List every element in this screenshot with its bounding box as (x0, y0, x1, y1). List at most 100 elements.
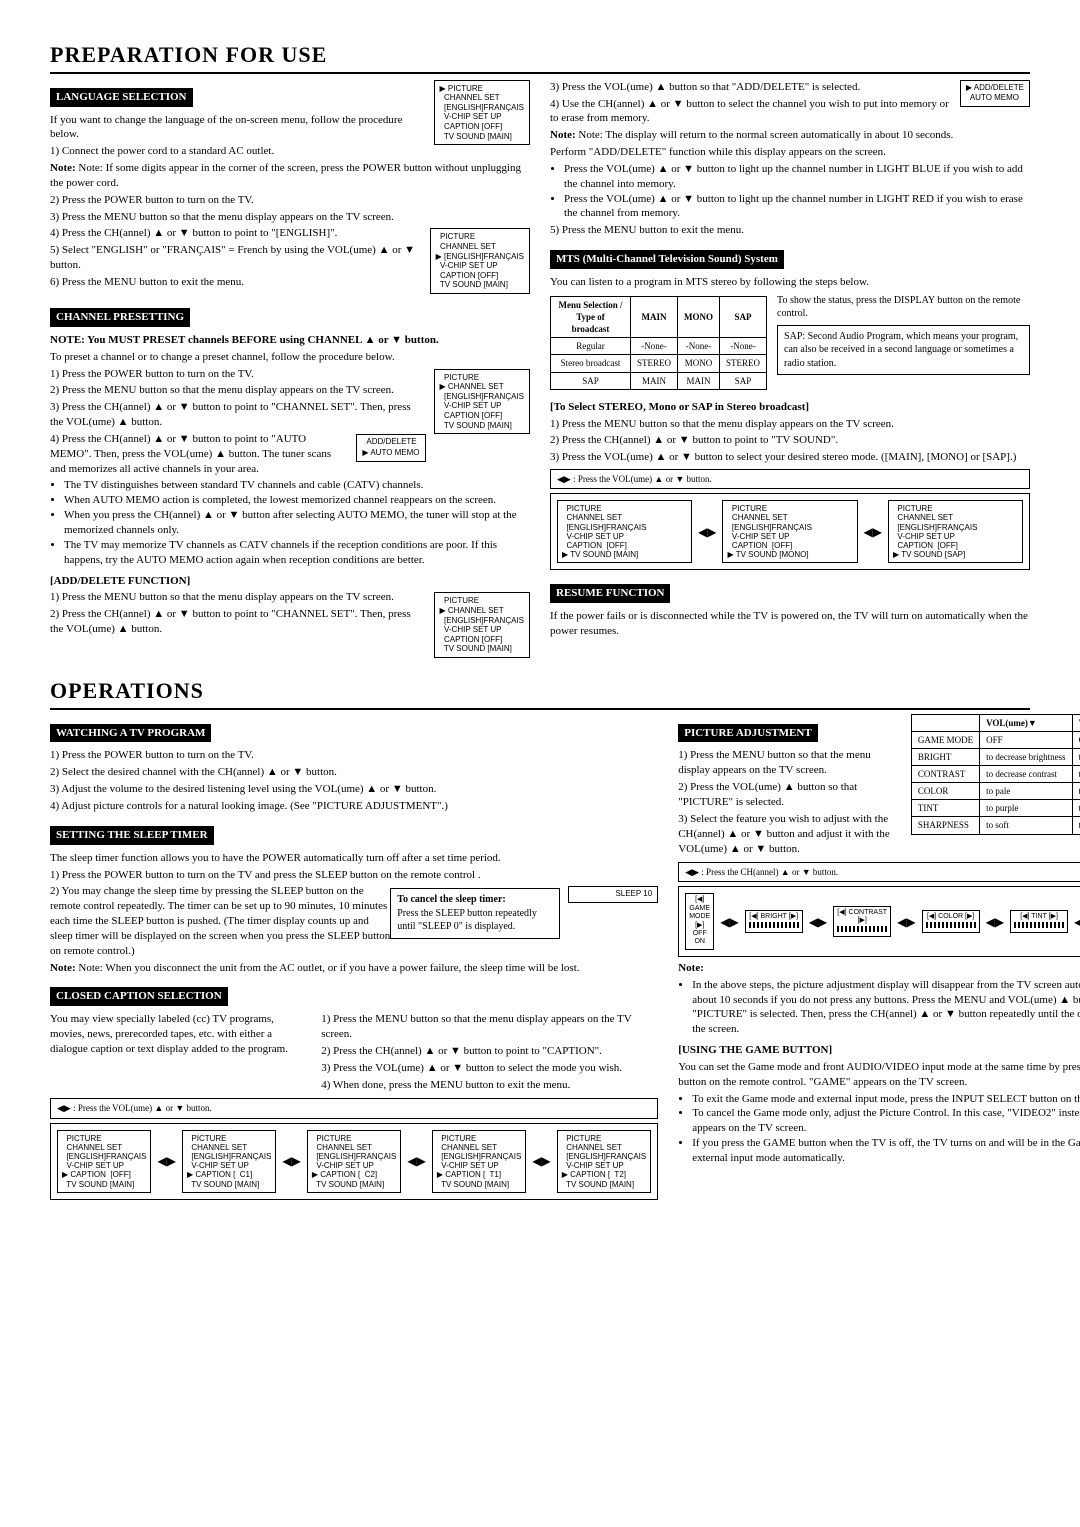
arrow-icon: ◀▶ (986, 916, 1004, 928)
arrow-icon: ◀▶ (809, 916, 827, 928)
pic-c: to increase brightness (1072, 748, 1080, 765)
pic-c: BRIGHT (911, 748, 979, 765)
cap-box-3: PICTURE CHANNEL SET [ENGLISH]FRANÇAIS V-… (432, 1130, 526, 1193)
caption-intro: You may view specially labeled (cc) TV p… (50, 1012, 309, 1057)
sleep-1: 1) Press the POWER button to turn on the… (50, 868, 658, 883)
slider-bar-icon (1014, 922, 1064, 928)
pic-c: CONTRAST (911, 766, 979, 783)
cap-r3: 3) Press the VOL(ume) ▲ or ▼ button to s… (321, 1061, 658, 1076)
slider-label: [◀] CONTRAST [▶] (837, 909, 887, 924)
game-b1: To exit the Game mode and external input… (692, 1092, 1080, 1107)
game-b3: If you press the GAME button when the TV… (692, 1136, 1080, 1166)
adddel-r3: 3) Press the VOL(ume) ▲ button so that "… (550, 80, 1030, 95)
mts-c: STEREO (631, 355, 678, 372)
lang-step-2: 2) Press the POWER button to turn on the… (50, 193, 530, 208)
mts-c: MAIN (678, 372, 720, 389)
picture-strip: ◀▶ : Press the CH(annel) ▲ or ▼ button. (678, 862, 1080, 882)
section-mts: MTS (Multi-Channel Television Sound) Sys… (550, 250, 784, 269)
game-b2: To cancel the Game mode only, adjust the… (692, 1106, 1080, 1136)
slider-2: [◀] CONTRAST [▶] (833, 906, 891, 937)
adddel-b1: Press the VOL(ume) ▲ or ▼ button to ligh… (564, 162, 1030, 192)
mts-c: MONO (678, 355, 720, 372)
pic-note: Note: (678, 961, 1080, 976)
sleep-intro: The sleep timer function allows you to h… (50, 851, 658, 866)
caption-flow: PICTURE CHANNEL SET [ENGLISH]FRANÇAIS V-… (50, 1123, 658, 1200)
adddel-b2: Press the VOL(ume) ▲ or ▼ button to ligh… (564, 192, 1030, 222)
pic-h2: VOL(ume)▲ (1072, 714, 1080, 731)
menu-box-ch-4: ADD/DELETE ▶ AUTO MEMO (356, 434, 425, 462)
slider-4: [◀] TINT [▶] (1010, 910, 1068, 933)
pic-c: SHARPNESS (911, 817, 979, 834)
lang-note: Note: Note: If some digits appear in the… (50, 161, 530, 191)
slider-label: [◀] GAME MODE [▶] OFF ON (689, 896, 710, 945)
cap-box-1: PICTURE CHANNEL SET [ENGLISH]FRANÇAIS V-… (182, 1130, 276, 1193)
arrow-icon: ◀▶ (897, 916, 915, 928)
mts-c: -None- (678, 338, 720, 355)
mts-strip: ◀▶ : Press the VOL(ume) ▲ or ▼ button. (550, 469, 1030, 489)
pic-c: to pale (980, 783, 1072, 800)
title-preparation: PREPARATION FOR USE (50, 40, 1030, 74)
arrow-icon: ◀▶ (720, 916, 738, 928)
pic-note-t: Note: (678, 962, 704, 974)
menu-box-lang-2: PICTURE CHANNEL SET ▶ [ENGLISH]FRANÇAIS … (430, 228, 530, 294)
arrow-icon: ◀▶ (157, 1155, 175, 1167)
sleep-box: SLEEP 10 (568, 886, 658, 903)
mts-h3: SAP (720, 296, 767, 337)
slider-bar-icon (837, 926, 887, 932)
mts-flow: PICTURE CHANNEL SET [ENGLISH]FRANÇAIS V-… (550, 493, 1030, 570)
pic-c: ON (1072, 731, 1080, 748)
ch-bullet-1: The TV distinguishes between standard TV… (64, 478, 530, 493)
section-language: LANGUAGE SELECTION (50, 88, 193, 107)
channel-intro: To preset a channel or to change a prese… (50, 350, 530, 365)
mts-sel-1: 1) Press the MENU button so that the men… (550, 417, 1030, 432)
mts-box-1: PICTURE CHANNEL SET [ENGLISH]FRANÇAIS V-… (557, 500, 692, 563)
pic-c: to brilliant (1072, 783, 1080, 800)
mts-c: SAP (551, 372, 631, 389)
slider-label: [◀] COLOR [▶] (927, 913, 974, 920)
ch-bullet-4: The TV may memorize TV channels as CATV … (64, 538, 530, 568)
pic-c: to decrease contrast (980, 766, 1072, 783)
arrow-icon: ◀▶ (282, 1155, 300, 1167)
lang-step-1: 1) Connect the power cord to a standard … (50, 144, 530, 159)
mts-c: Stereo broadcast (551, 355, 631, 372)
mts-sel-3: 3) Press the VOL(ume) ▲ or ▼ button to s… (550, 450, 1030, 465)
pic-c: to decrease brightness (980, 748, 1072, 765)
mts-h1: MAIN (631, 296, 678, 337)
mts-table: Menu Selection / Type of broadcast MAIN … (550, 296, 767, 390)
caption-strip: ◀▶ : Press the VOL(ume) ▲ or ▼ button. (50, 1098, 658, 1118)
channel-note: NOTE: You MUST PRESET channels BEFORE us… (50, 333, 530, 348)
adddel-rnote: Note: Note: The display will return to t… (550, 128, 1030, 143)
game-title: [USING THE GAME BUTTON] (678, 1043, 1080, 1058)
mts-c: Regular (551, 338, 631, 355)
pic-c: COLOR (911, 783, 979, 800)
slider-label: [◀] BRIGHT [▶] (749, 913, 798, 920)
pic-h0 (911, 714, 979, 731)
arrow-icon: ◀▶ (698, 526, 716, 538)
mts-box-3: PICTURE CHANNEL SET [ENGLISH]FRANÇAIS V-… (888, 500, 1023, 563)
cap-box-0: PICTURE CHANNEL SET [ENGLISH]FRANÇAIS V-… (57, 1130, 151, 1193)
arrow-icon: ◀▶ (1074, 916, 1080, 928)
ch-bullet-2: When AUTO MEMO action is completed, the … (64, 493, 530, 508)
adddel-r4: 4) Use the CH(annel) ▲ or ▼ button to se… (550, 97, 1030, 127)
adddel-5: 5) Press the MENU button to exit the men… (550, 223, 1030, 238)
sleep-note-txt: Note: When you disconnect the unit from … (78, 962, 579, 974)
section-sleep: SETTING THE SLEEP TIMER (50, 826, 214, 845)
cap-r2: 2) Press the CH(annel) ▲ or ▼ button to … (321, 1044, 658, 1059)
ch-bullet-3: When you press the CH(annel) ▲ or ▼ butt… (64, 508, 530, 538)
adddel-rperform: Perform "ADD/DELETE" function while this… (550, 145, 1030, 160)
cap-box-4: PICTURE CHANNEL SET [ENGLISH]FRANÇAIS V-… (557, 1130, 651, 1193)
sleep-note: Note: Note: When you disconnect the unit… (50, 961, 658, 976)
mts-box-2: PICTURE CHANNEL SET [ENGLISH]FRANÇAIS V-… (722, 500, 857, 563)
lang-step-3: 3) Press the MENU button so that the men… (50, 210, 530, 225)
title-operations: OPERATIONS (50, 676, 1030, 710)
mts-intro: You can listen to a program in MTS stere… (550, 275, 1030, 290)
pic-c: to soft (980, 817, 1072, 834)
slider-1: [◀] BRIGHT [▶] (745, 910, 803, 933)
section-caption: CLOSED CAPTION SELECTION (50, 987, 228, 1006)
arrow-icon: ◀▶ (532, 1155, 550, 1167)
resume-body: If the power fails or is disconnected wh… (550, 609, 1030, 639)
sap-box: SAP: Second Audio Program, which means y… (777, 325, 1030, 376)
pic-c: OFF (980, 731, 1072, 748)
section-watching: WATCHING A TV PROGRAM (50, 724, 211, 743)
cap-r4: 4) When done, press the MENU button to e… (321, 1078, 658, 1093)
